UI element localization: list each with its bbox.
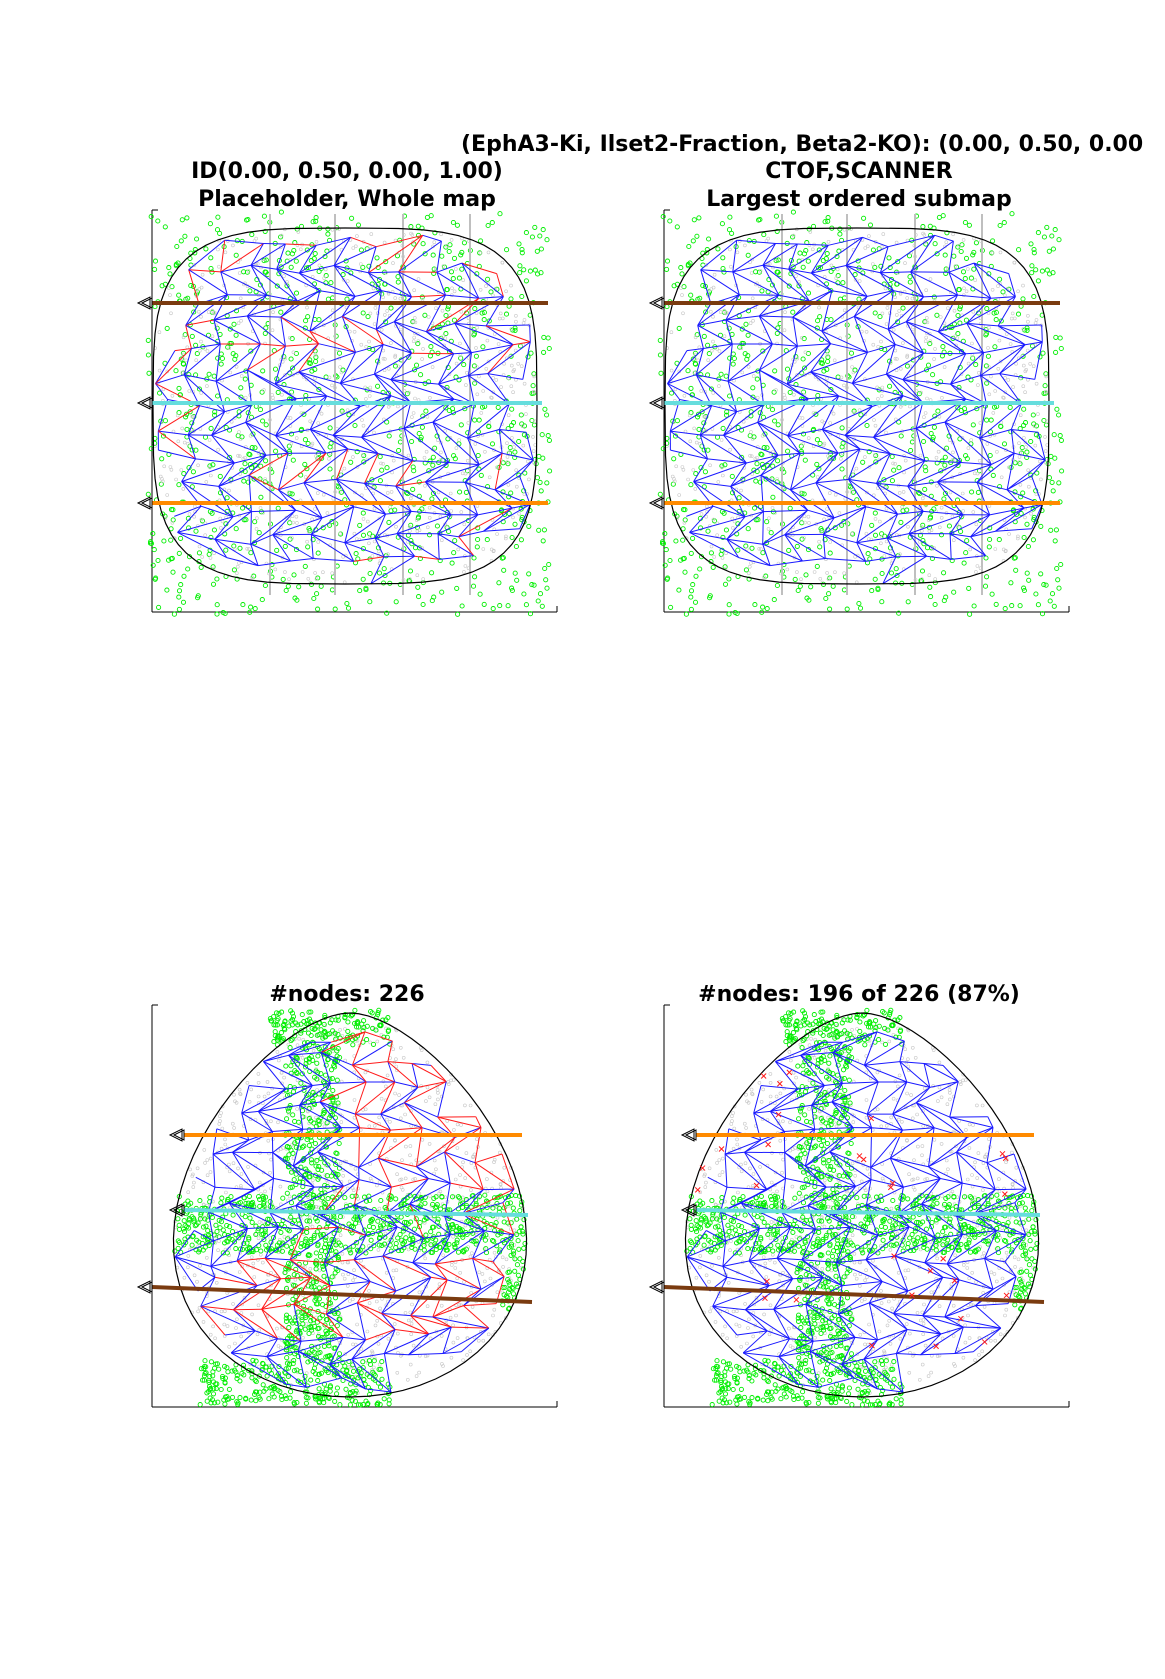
guide-arrow-marker bbox=[136, 496, 151, 510]
guide-arrow-marker bbox=[140, 397, 153, 409]
panel-title-line2: Largest ordered submap bbox=[706, 187, 1012, 212]
guide-arrow-marker bbox=[648, 296, 663, 310]
guide-arrow-marker bbox=[172, 1204, 185, 1216]
guide-arrow-marker bbox=[684, 1204, 697, 1216]
green-sample-points bbox=[684, 1007, 1040, 1408]
panel-title-line1: #nodes: 196 of 226 (87%) bbox=[698, 982, 1020, 1007]
mesh-edges bbox=[155, 234, 534, 585]
guide-arrow-marker bbox=[168, 1128, 183, 1142]
panel-bottom-right-map bbox=[648, 1004, 1070, 1408]
map-outline bbox=[172, 1012, 528, 1398]
guide-arrow-marker bbox=[680, 1203, 695, 1217]
guide-arrow-marker bbox=[680, 1128, 695, 1142]
guide-arrow-marker bbox=[136, 1280, 151, 1294]
mesh-edges bbox=[667, 234, 1046, 585]
panel-title-line1: #nodes: 226 bbox=[269, 982, 425, 1007]
guide-line-cyan bbox=[695, 1208, 1041, 1217]
grey-sample-points bbox=[153, 227, 538, 585]
map-outline bbox=[664, 227, 1050, 585]
panel-title-line2: Placeholder, Whole map bbox=[198, 187, 496, 212]
panel-title-top-left: ID(0.00, 0.50, 0.00, 1.00) Placeholder, … bbox=[147, 158, 547, 214]
guide-arrow-marker bbox=[648, 496, 663, 510]
map-outline bbox=[684, 1012, 1040, 1398]
map-outline bbox=[152, 227, 538, 585]
guide-arrow-marker bbox=[140, 1281, 153, 1293]
guide-arrow-marker bbox=[172, 1129, 185, 1141]
guide-arrow-marker bbox=[648, 1280, 663, 1294]
guide-arrow-marker bbox=[136, 396, 151, 410]
guide-line-brown bbox=[151, 1285, 533, 1304]
panel-title-bottom-right: #nodes: 196 of 226 (87%) bbox=[659, 981, 1059, 1009]
panel-title-bottom-left: #nodes: 226 bbox=[147, 981, 547, 1009]
guide-arrow-marker bbox=[648, 396, 663, 410]
panel-top-left-map bbox=[136, 209, 558, 617]
guide-arrow-marker bbox=[140, 497, 153, 509]
panel-title-top-right: CTOF,SCANNER Largest ordered submap bbox=[659, 158, 1059, 214]
guide-arrow-marker bbox=[652, 397, 665, 409]
guide-arrow-marker bbox=[684, 1129, 697, 1141]
panel-bottom-left-map bbox=[136, 1004, 558, 1408]
green-sample-points bbox=[172, 1007, 528, 1408]
guide-arrow-marker bbox=[136, 296, 151, 310]
guide-arrow-marker bbox=[652, 1281, 665, 1293]
guide-arrow-marker bbox=[652, 297, 665, 309]
figure-suptitle: (EphA3-Ki, Ilset2-Fraction, Beta2-KO): (… bbox=[461, 132, 1144, 157]
guide-arrow-marker bbox=[140, 297, 153, 309]
panel-title-line1: ID(0.00, 0.50, 0.00, 1.00) bbox=[191, 159, 503, 184]
unordered-node-markers bbox=[694, 1069, 1010, 1350]
guide-arrow-marker bbox=[652, 497, 665, 509]
guide-line-brown bbox=[663, 1285, 1045, 1304]
panel-top-right-map bbox=[648, 209, 1070, 617]
guide-arrow-marker bbox=[168, 1203, 183, 1217]
panel-title-line1: CTOF,SCANNER bbox=[765, 159, 953, 184]
guide-line-cyan bbox=[183, 1208, 529, 1217]
